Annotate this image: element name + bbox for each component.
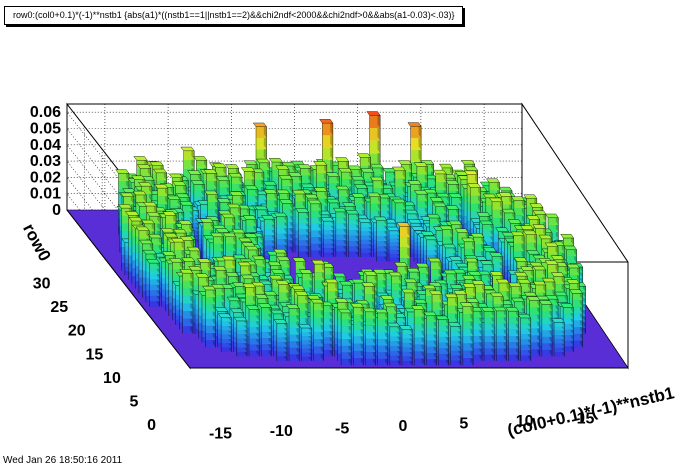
chart-title: row0:(col0+0.1)*(-1)**nstb1 {abs(a1)*((n… (4, 6, 464, 25)
z-tick-label: 0.02 (30, 169, 61, 186)
y-tick-label: 15 (85, 346, 103, 363)
y-tick-label: 10 (103, 370, 121, 387)
y-axis-title: row0 (19, 220, 54, 264)
y-tick-label: 5 (130, 393, 139, 410)
x-tick-label: 5 (459, 416, 468, 433)
y-tick-label: 25 (50, 299, 68, 316)
x-tick-label: 0 (399, 418, 408, 435)
timestamp: Wed Jan 26 18:50:16 2011 (3, 455, 123, 466)
bars (115, 111, 587, 366)
z-tick-label: 0.06 (30, 104, 61, 121)
z-tick-label: 0.05 (30, 121, 61, 138)
y-tick-label: 20 (68, 323, 86, 340)
x-axis-title: (col0+0.1)*(-1)**nstb1 (506, 383, 676, 440)
z-tick-label: 0 (52, 202, 61, 219)
x-tick-label: -15 (209, 426, 232, 443)
x-tick-label: -5 (335, 421, 349, 438)
z-tick-label: 0.04 (30, 137, 61, 154)
z-tick-label: 0.01 (30, 186, 61, 203)
z-tick-label: 0.03 (30, 153, 61, 170)
x-tick-label: -10 (270, 423, 293, 440)
y-tick-label: 30 (33, 276, 51, 293)
y-tick-label: 0 (147, 417, 156, 434)
